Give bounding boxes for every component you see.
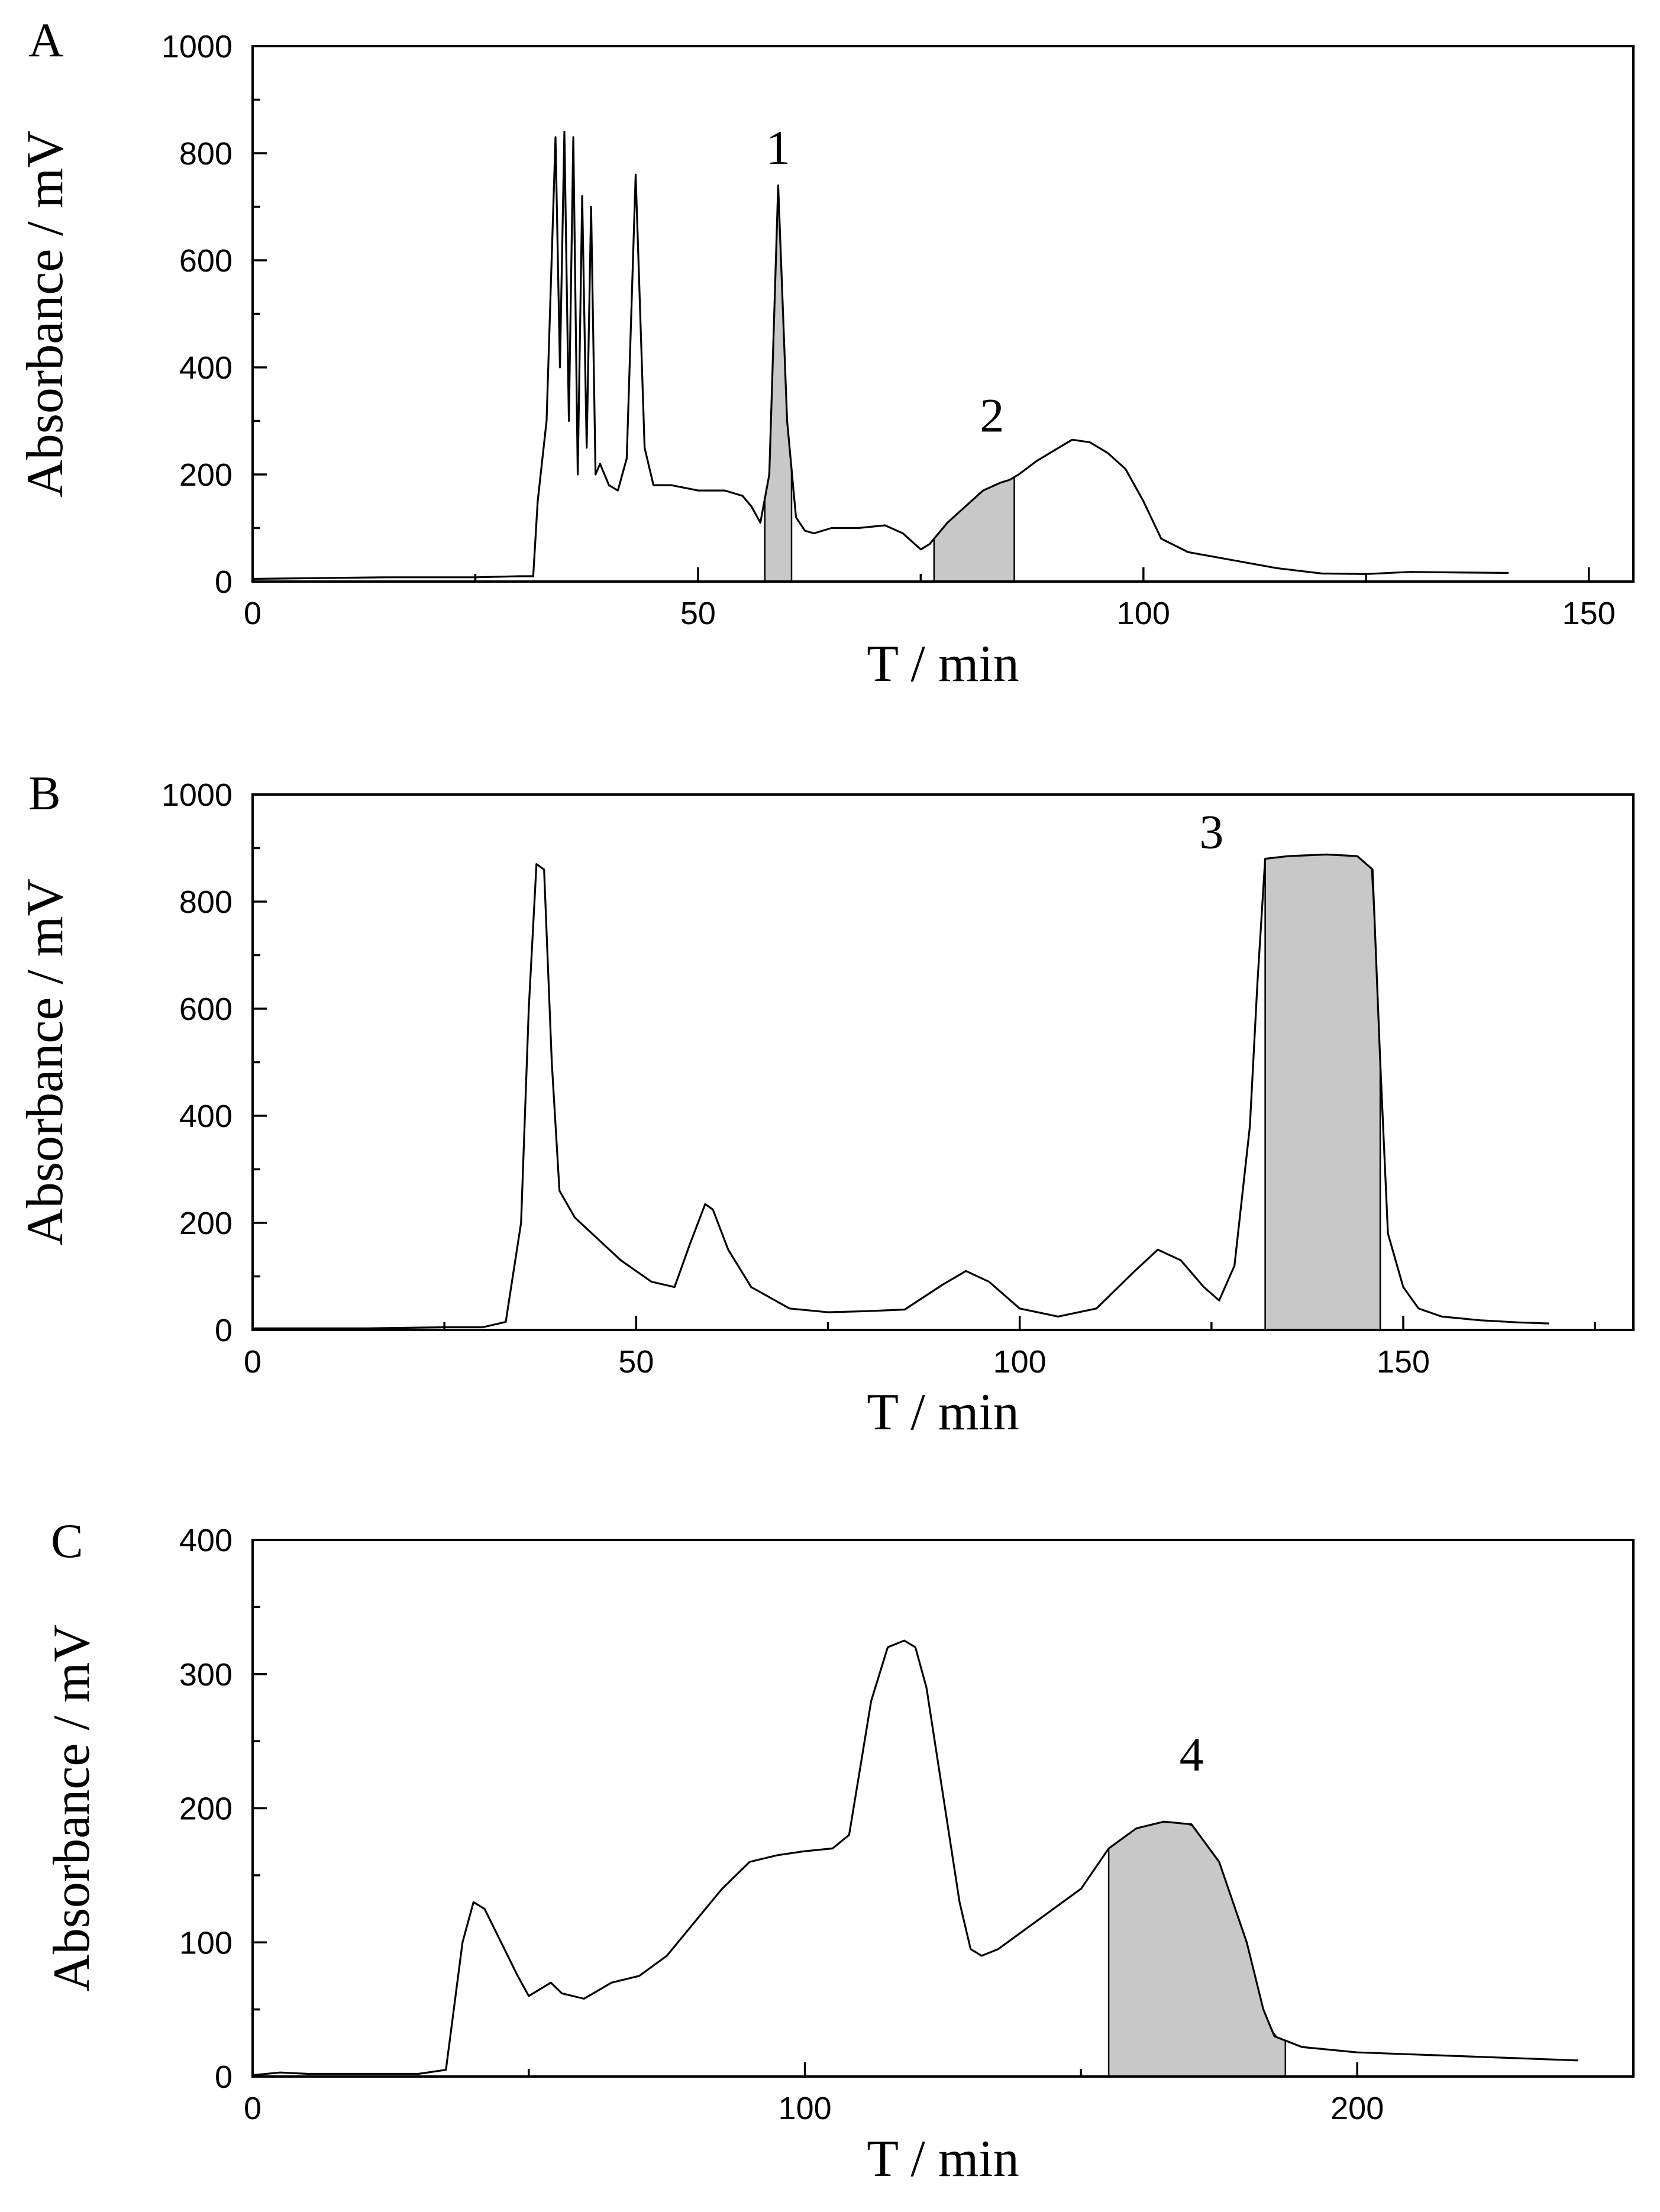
y-tick-label: 1000 (162, 29, 232, 64)
x-axis-label: T / min (867, 2130, 1019, 2188)
y-tick-label: 0 (215, 1313, 232, 1348)
x-tick-label: 150 (1562, 596, 1616, 631)
y-tick-label: 800 (179, 884, 232, 920)
x-tick-label: 0 (244, 596, 261, 631)
series-line (252, 131, 1509, 580)
x-tick-label: 100 (993, 1344, 1047, 1380)
y-axis-label: Absorbance / mV (43, 1625, 101, 1992)
y-axis-label: Absorbance / mV (17, 130, 74, 498)
y-tick-label: 200 (179, 457, 232, 493)
x-tick-label: 0 (244, 2091, 261, 2126)
panel-a: A 0 200 400 600 800 1000 0 50 100 150 T / min Absorb… (17, 13, 1635, 693)
y-tick-label: 400 (179, 1523, 232, 1558)
y-tick-label: 400 (179, 1099, 232, 1134)
x-tick-label: 50 (618, 1344, 654, 1380)
peak-label-2: 2 (980, 389, 1004, 443)
y-tick-label: 100 (179, 1925, 232, 1961)
y-tick-label: 600 (179, 992, 232, 1027)
y-axis-label: Absorbance / mV (17, 879, 74, 1246)
y-tick-label: 400 (179, 350, 232, 386)
x-tick-label: 100 (1117, 596, 1170, 631)
y-tick-label: 600 (179, 243, 232, 279)
series-line (252, 1639, 1578, 2077)
y-tick-label: 800 (179, 136, 232, 172)
panel-b: B 0 200 400 600 800 1000 0 50 100 150 T / min Absorb… (17, 766, 1635, 1441)
x-tick-label: 50 (680, 596, 716, 631)
series-line (253, 853, 1549, 1329)
y-tick-label: 200 (179, 1206, 232, 1241)
y-tick-label: 1000 (162, 777, 232, 813)
peak-label-3: 3 (1199, 805, 1223, 859)
y-tick-label: 0 (215, 564, 232, 600)
peak-label-4: 4 (1180, 1727, 1204, 1781)
panel-letter: B (28, 766, 61, 820)
panel-letter: A (28, 13, 63, 67)
x-tick-label: 200 (1330, 2091, 1384, 2126)
y-tick-label: 200 (179, 1791, 232, 1827)
panel-letter: C (51, 1514, 83, 1568)
y-tick-label: 0 (215, 2059, 232, 2095)
x-tick-label: 0 (244, 1344, 261, 1380)
x-axis-label: T / min (867, 635, 1019, 693)
x-tick-label: 150 (1377, 1344, 1430, 1380)
panel-c: C 0 100 200 300 400 0 100 200 T / min Absorbance /… (43, 1514, 1635, 2188)
x-axis-label: T / min (867, 1384, 1019, 1441)
shaded-region-3 (1264, 854, 1381, 1331)
y-tick-label: 300 (179, 1657, 232, 1693)
x-tick-label: 100 (779, 2091, 832, 2126)
peak-label-1: 1 (766, 121, 790, 175)
